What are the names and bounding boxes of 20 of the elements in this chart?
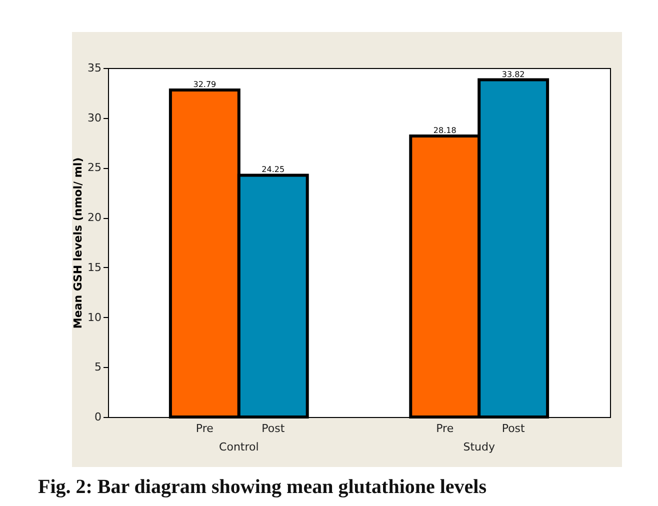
text: Pre <box>436 422 454 435</box>
y-tick-label: 0 <box>94 410 102 424</box>
y-tick-label: 25 <box>88 161 102 174</box>
data-label: 32.79 <box>193 80 216 90</box>
caption: Fig. 2: Bar diagram showing mean glutathione levels <box>38 476 487 499</box>
y-tick-label: 10 <box>88 310 102 324</box>
x-tick-label: Control <box>219 440 259 454</box>
x-tick-label: Study <box>463 440 496 454</box>
data-label: 28.18 <box>433 126 456 136</box>
y-tick-label: 15 <box>88 260 102 274</box>
y-tick-label: 20 <box>88 211 102 224</box>
y-axis-title: Mean GSH levels (nmol/ ml) <box>72 157 85 329</box>
text: Post <box>502 422 525 435</box>
series-label: Pre <box>196 422 214 435</box>
y-tick-label: 5 <box>94 360 102 374</box>
y-tick-label: 30 <box>88 111 102 124</box>
y-tick-label: 35 <box>88 62 102 74</box>
data-label: 33.82 <box>502 70 525 79</box>
data-label: 24.25 <box>262 165 285 174</box>
series-label: Post <box>262 422 286 435</box>
